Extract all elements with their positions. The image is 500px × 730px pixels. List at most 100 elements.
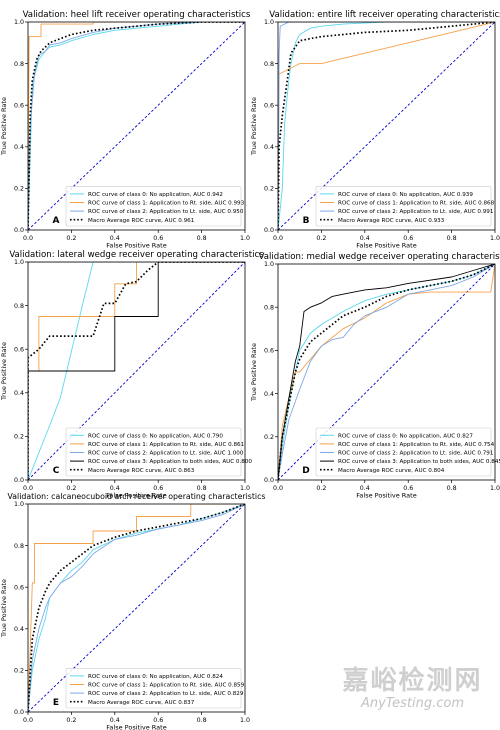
x-tick-label: 0.2: [316, 235, 326, 242]
x-tick-label: 0.8: [447, 235, 457, 242]
legend: ROC curve of class 0: No application, AU…: [65, 668, 245, 709]
y-tick-label: 0.2: [14, 434, 24, 441]
y-tick-label: 0.2: [14, 186, 24, 193]
plot-frame: [27, 21, 246, 231]
roc-curve-class-1: [278, 22, 495, 230]
chart-title: Validation: calcaneocuboid arch receiver…: [8, 492, 266, 501]
panel-letter: E: [53, 698, 59, 708]
x-tick-label: 0.0: [273, 235, 283, 242]
plot-frame: [277, 21, 496, 231]
x-tick-label: 0.6: [153, 717, 163, 724]
roc-curve-class-3: [28, 262, 245, 480]
legend-box: [315, 427, 492, 477]
chance-line: [277, 21, 496, 231]
y-tick-label: 0.8: [14, 543, 24, 550]
legend-box: [315, 186, 492, 227]
y-axis-label: True Positive Rate: [0, 342, 8, 401]
y-tick-label: 0.4: [14, 626, 24, 633]
roc-chart-svg: Validation: calcaneocuboid arch receiver…: [0, 492, 265, 730]
roc-curve-class-2: [28, 22, 245, 230]
y-tick-label: 0.0: [264, 227, 274, 234]
x-axis-label: False Positive Rate: [106, 242, 166, 250]
series-group: [28, 504, 245, 712]
x-tick-label: 0.6: [403, 235, 413, 242]
chance-line: [27, 503, 246, 713]
x-tick-label: 1.0: [490, 485, 500, 492]
panel-medial-wedge: Validation: medial wedge receiver operat…: [250, 250, 500, 500]
legend-entry: ROC curve of class 2: Application to Lt.…: [338, 451, 494, 457]
roc-curve-class-2: [278, 264, 495, 480]
x-tick-label: 0.0: [23, 235, 33, 242]
chart-title: Validation: medial wedge receiver operat…: [258, 252, 500, 262]
x-tick-label: 1.0: [490, 235, 500, 242]
y-tick-label: 0.8: [14, 303, 24, 310]
legend-entry: ROC curve of class 1: Application to Rt.…: [88, 442, 245, 448]
y-tick-label: 1.0: [14, 19, 24, 26]
x-tick-label: 0.2: [66, 717, 76, 724]
y-axis-label: True Positive Rate: [250, 97, 258, 156]
y-tick-label: 1.0: [14, 259, 24, 266]
chart-title: Validation: entire lift receiver operati…: [269, 10, 500, 20]
roc-chart-svg: Validation: medial wedge receiver operat…: [250, 252, 500, 500]
roc-chart-svg: Validation: heel lift receiver operating…: [0, 10, 251, 250]
legend-entry: Macro Average ROC curve, AUC 0.837: [88, 700, 195, 706]
y-tick-label: 0.6: [14, 346, 24, 353]
y-tick-label: 1.0: [264, 261, 274, 268]
chance-line: [27, 261, 246, 481]
y-axis-label: True Positive Rate: [0, 97, 8, 156]
roc-curve-class-2: [28, 504, 245, 712]
x-tick-label: 0.8: [197, 235, 207, 242]
legend: ROC curve of class 0: No application, AU…: [315, 427, 500, 477]
y-tick-label: 0.8: [14, 61, 24, 68]
legend-entry: ROC curve of class 0: No application, AU…: [88, 433, 223, 439]
legend-entry: ROC curve of class 0: No application, AU…: [338, 192, 473, 198]
x-axis-label: False Positive Rate: [356, 492, 416, 500]
roc-curve-class-2: [278, 22, 495, 230]
y-tick-label: 1.0: [264, 19, 274, 26]
roc-curve-class-3: [28, 22, 245, 230]
x-axis-label: False Positive Rate: [106, 724, 166, 730]
panel-calcaneocuboid-arch: Validation: calcaneocuboid arch receiver…: [0, 490, 265, 730]
y-tick-label: 0.6: [264, 348, 274, 355]
x-axis-label: False Positive Rate: [356, 242, 416, 250]
roc-curve-class-3: [278, 264, 495, 480]
x-tick-label: 1.0: [240, 717, 250, 724]
y-tick-label: 0.6: [14, 102, 24, 109]
panel-entire-lift: Validation: entire lift receiver operati…: [250, 0, 500, 250]
plot-frame: [27, 503, 246, 713]
y-tick-label: 0.6: [14, 584, 24, 591]
legend-entry: ROC curve of class 2: Application to Lt.…: [88, 691, 244, 697]
legend-entry: ROC curve of class 2: Application to Lt.…: [88, 451, 244, 457]
x-tick-label: 0.6: [153, 235, 163, 242]
y-tick-label: 0.4: [14, 144, 24, 151]
x-tick-label: 0.2: [66, 485, 76, 492]
panel-letter: B: [303, 216, 310, 226]
watermark-en: AnyTesting.com: [360, 696, 465, 711]
x-tick-label: 0.4: [110, 717, 120, 724]
chance-line: [277, 263, 496, 481]
legend-entry: ROC curve of class 0: No application, AU…: [88, 192, 223, 198]
y-tick-label: 0.0: [14, 227, 24, 234]
roc-curve-class-1: [278, 264, 495, 480]
legend-entry: ROC curve of class 0: No application, AU…: [338, 433, 473, 439]
panel-letter: A: [53, 216, 60, 226]
chart-title: Validation: lateral wedge receiver opera…: [9, 250, 264, 260]
chart-title: Validation: heel lift receiver operating…: [23, 10, 251, 20]
panel-lateral-wedge: Validation: lateral wedge receiver opera…: [0, 250, 264, 500]
x-tick-label: 0.4: [360, 235, 370, 242]
x-tick-label: 0.8: [197, 485, 207, 492]
series-group: [28, 22, 245, 230]
legend-entry: ROC curve of class 2: Application to Lt.…: [338, 209, 494, 215]
roc-curve-class-0: [28, 504, 245, 712]
y-tick-label: 0.2: [264, 186, 274, 193]
y-tick-label: 0.8: [264, 61, 274, 68]
x-axis-label: False Positive Rate: [106, 492, 166, 500]
roc-curve-class-3: [28, 504, 245, 712]
y-tick-label: 0.4: [264, 144, 274, 151]
legend-entry: ROC curve of class 1: Application to Rt.…: [88, 201, 245, 207]
y-tick-label: 0.8: [264, 304, 274, 311]
roc-chart-svg: Validation: lateral wedge receiver opera…: [0, 250, 264, 500]
y-tick-label: 0.0: [14, 709, 24, 716]
y-tick-label: 0.0: [264, 477, 274, 484]
